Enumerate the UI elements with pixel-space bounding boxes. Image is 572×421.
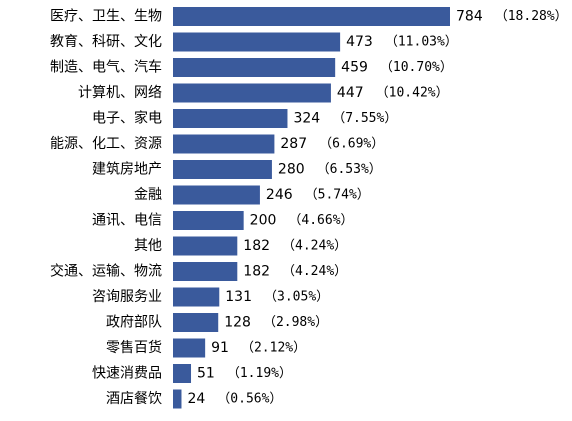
- value-label-0: 784: [456, 9, 483, 25]
- category-label-10: 交通、运输、物流: [50, 263, 162, 280]
- value-label-4: 324: [293, 111, 320, 127]
- percent-labels-group: （18.28%） （11.03%） （10.70%） （10.42%） （7.55%） （…: [217, 9, 567, 407]
- percent-label-2: （10.70%）: [380, 60, 453, 75]
- percent-label-13: （2.12%）: [241, 341, 306, 356]
- category-label-9: 其他: [134, 238, 162, 254]
- percent-label-5: （6.69%）: [319, 137, 384, 152]
- bar-0: [173, 7, 450, 26]
- bar-1: [173, 32, 341, 52]
- bars-group: [173, 7, 450, 409]
- value-label-12: 128: [224, 315, 251, 331]
- bar-10: [173, 262, 238, 281]
- bar-3: [173, 83, 331, 103]
- category-label-11: 咨询服务业: [92, 289, 162, 305]
- value-label-7: 246: [266, 187, 293, 203]
- percent-label-4: （7.55%）: [332, 111, 397, 126]
- bar-9: [173, 236, 238, 256]
- value-label-15: 24: [187, 391, 205, 407]
- value-label-2: 459: [341, 60, 368, 76]
- percent-label-9: （4.24%）: [282, 239, 347, 254]
- value-label-14: 51: [197, 366, 215, 382]
- category-label-14: 快速消费品: [92, 366, 162, 382]
- value-label-8: 200: [250, 213, 277, 229]
- bar-7: [173, 185, 260, 205]
- value-label-10: 182: [243, 264, 270, 280]
- category-label-2: 制造、电气、汽车: [50, 59, 162, 76]
- bar-8: [173, 211, 244, 230]
- value-label-9: 182: [243, 238, 270, 254]
- bar-5: [173, 134, 275, 154]
- category-label-8: 通讯、电信: [92, 213, 162, 229]
- category-label-0: 医疗、卫生、生物: [50, 9, 162, 25]
- value-label-1: 473: [346, 34, 373, 50]
- percent-label-11: （3.05%）: [264, 290, 329, 305]
- percent-label-10: （4.24%）: [282, 264, 347, 279]
- category-label-5: 能源、化工、资源: [50, 136, 162, 152]
- percent-label-15: （0.56%）: [217, 392, 282, 407]
- category-label-13: 零售百货: [106, 339, 162, 356]
- percent-label-1: （11.03%）: [385, 35, 458, 50]
- category-label-12: 政府部队: [106, 315, 162, 331]
- category-labels-group: 医疗、卫生、生物教育、科研、文化制造、电气、汽车计算机、网络电子、家电能源、化工…: [50, 9, 162, 408]
- value-label-13: 91: [211, 340, 229, 356]
- value-label-6: 280: [278, 162, 305, 178]
- bar-13: [173, 338, 206, 358]
- percent-label-8: （4.66%）: [288, 213, 353, 228]
- bar-6: [173, 160, 272, 179]
- category-label-3: 计算机、网络: [78, 85, 162, 101]
- value-labels-group: 784 473 459 447 324 287 280 246 200 182 182 131 128 9…: [187, 9, 482, 408]
- value-label-5: 287: [280, 136, 307, 152]
- bar-2: [173, 58, 336, 77]
- value-label-3: 447: [337, 85, 364, 101]
- bar-4: [173, 109, 288, 128]
- category-label-6: 建筑房地产: [92, 162, 162, 178]
- percent-label-3: （10.42%）: [376, 86, 449, 101]
- bar-11: [173, 287, 220, 307]
- percent-label-14: （1.19%）: [227, 366, 292, 381]
- percent-label-6: （6.53%）: [317, 162, 382, 177]
- bar-12: [173, 313, 219, 332]
- bar-14: [173, 364, 192, 383]
- category-label-7: 金融: [134, 187, 162, 203]
- bar-15: [173, 389, 182, 409]
- category-label-1: 教育、科研、文化: [50, 34, 162, 50]
- category-label-4: 电子、家电: [92, 110, 162, 127]
- percent-label-12: （2.98%）: [263, 315, 328, 330]
- value-label-11: 131: [225, 289, 252, 305]
- percent-label-0: （18.28%）: [495, 9, 568, 24]
- category-label-15: 酒店餐饮: [106, 391, 162, 407]
- percent-label-7: （5.74%）: [305, 188, 370, 203]
